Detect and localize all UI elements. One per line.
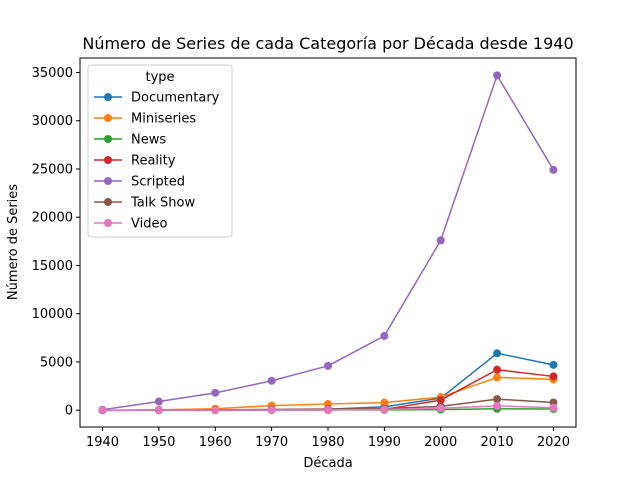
data-point-documentary-2010 [493,349,502,358]
legend-item-reality: Reality [94,154,176,169]
data-point-video-2000 [436,404,445,413]
data-point-video-1940 [98,406,107,415]
legend-item-talk-show: Talk Show [94,196,195,211]
data-point-reality-2020 [549,372,558,381]
legend-swatch-marker [104,219,112,227]
legend-label-talk-show: Talk Show [130,196,195,211]
data-point-video-1950 [154,406,163,415]
x-tick-label-1950: 1950 [142,435,175,450]
data-point-scripted-1960 [211,388,220,397]
data-point-video-1960 [211,406,220,415]
data-point-reality-2000 [436,396,445,405]
legend-item-miniseries: Miniseries [94,112,196,127]
x-axis: 1940 1950 1960 1970 1980 1990 2000 2010 2020 [86,427,570,450]
x-axis-title: Década [303,456,352,471]
data-point-documentary-2020 [549,360,558,369]
data-point-video-1980 [324,405,332,414]
y-tick-label-25000: 25000 [32,162,73,177]
data-point-video-1970 [267,406,276,415]
x-tick-label-1990: 1990 [368,435,401,450]
legend-swatch-marker [104,177,112,185]
x-tick-label-2020: 2020 [537,435,570,450]
data-point-scripted-1990 [380,331,389,340]
data-point-scripted-2020 [549,165,558,174]
y-tick-label-15000: 15000 [32,259,73,274]
data-point-talk-show-2010 [493,395,502,404]
legend-item-scripted: Scripted [94,175,185,190]
data-point-miniseries-1990 [380,398,389,407]
series-video [98,401,558,415]
legend-box [87,64,233,238]
legend-swatch-marker [104,93,112,101]
data-point-video-2020 [549,403,558,412]
data-point-scripted-1950 [154,397,163,406]
x-tick-label-1940: 1940 [86,435,119,450]
data-point-scripted-1970 [267,376,276,385]
x-tick-label-2000: 2000 [424,435,457,450]
legend-swatch-marker [104,156,112,164]
legend-label-video: Video [131,217,167,232]
series-layer [98,71,558,415]
y-tick-label-5000: 5000 [40,355,73,370]
y-tick-label-20000: 20000 [32,211,73,226]
legend-label-miniseries: Miniseries [131,112,196,127]
x-tick-label-1980: 1980 [311,435,344,450]
y-tick-label-35000: 35000 [32,66,73,81]
x-tick-label-1960: 1960 [199,435,232,450]
y-axis: 0 5000 10000 15000 20000 25000 30000 35000 [32,66,80,419]
legend-item-documentary: Documentary [94,91,220,106]
legend: type Documentary Miniseries News Reality Scri… [87,64,233,238]
y-tick-label-0: 0 [65,404,73,419]
data-point-miniseries-2010 [493,373,502,382]
legend-label-documentary: Documentary [131,91,220,106]
legend-label-reality: Reality [131,154,176,169]
data-point-reality-2010 [493,365,502,374]
legend-item-video: Video [94,217,167,232]
x-tick-label-2010: 2010 [481,435,514,450]
y-tick-label-10000: 10000 [32,307,73,322]
legend-swatch-marker [104,114,112,122]
y-tick-label-30000: 30000 [32,114,73,129]
legend-label-news: News [131,133,166,148]
legend-swatch-marker [104,135,112,143]
y-axis-title: Número de Series [6,184,21,300]
legend-label-scripted: Scripted [131,175,185,190]
legend-title: type [145,70,174,85]
data-point-scripted-1980 [324,361,332,370]
data-point-scripted-2010 [493,71,502,80]
x-tick-label-1970: 1970 [255,435,288,450]
chart-title: Número de Series de cada Categoría por D… [82,34,573,53]
data-point-video-2010 [493,401,502,410]
legend-swatch-marker [104,198,112,206]
legend-item-news: News [94,133,166,148]
data-point-video-1990 [380,405,389,414]
data-point-scripted-2000 [436,236,445,245]
